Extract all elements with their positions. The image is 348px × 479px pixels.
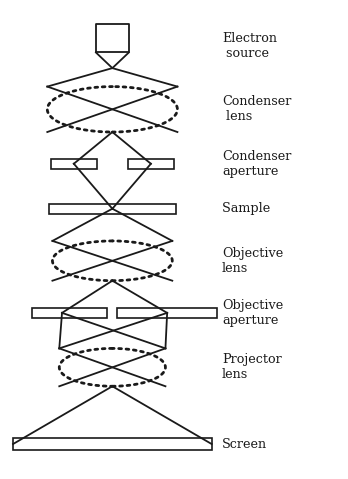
Text: Condenser
aperture: Condenser aperture: [222, 150, 291, 178]
Text: Objective
aperture: Objective aperture: [222, 299, 283, 327]
Text: Sample​: Sample​: [222, 202, 270, 215]
Text: Condenser
 lens: Condenser lens: [222, 95, 291, 123]
Bar: [118, 308, 217, 318]
Bar: [49, 204, 176, 214]
Bar: [32, 308, 107, 318]
Text: Screen: Screen: [222, 437, 267, 451]
Text: Projector
lens: Projector lens: [222, 354, 282, 381]
Bar: [51, 159, 97, 169]
Text: Objective
lens: Objective lens: [222, 247, 283, 275]
Text: Electron
 source: Electron source: [222, 32, 277, 60]
Bar: [13, 438, 212, 450]
Bar: [128, 159, 174, 169]
